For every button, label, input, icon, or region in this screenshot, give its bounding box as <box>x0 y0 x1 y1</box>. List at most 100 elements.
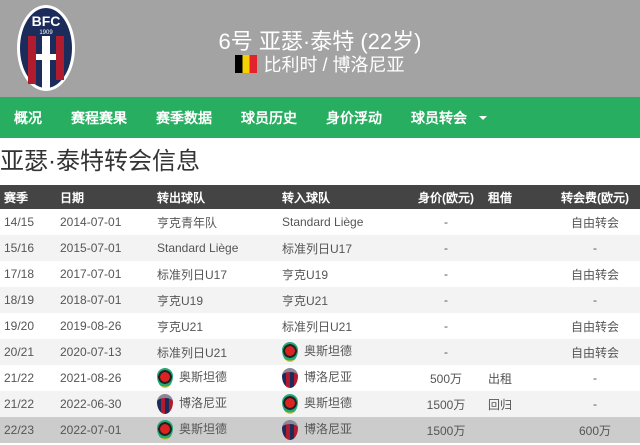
table-cell: 15/16 <box>0 235 56 261</box>
table-cell <box>484 417 546 443</box>
column-header: 身价(欧元) <box>404 185 484 209</box>
table-cell: Standard Liège <box>153 235 278 261</box>
table-cell: Standard Liège <box>278 209 404 235</box>
table-cell: 出租 <box>484 365 546 391</box>
table-cell: 自由转会 <box>546 339 640 365</box>
table-cell: - <box>404 261 484 287</box>
cell-text: 2022-06-30 <box>60 397 122 411</box>
bologna-badge-icon <box>282 368 298 388</box>
cell-text: 自由转会 <box>570 215 619 230</box>
cell-text[interactable]: 博洛尼亚 <box>179 396 228 411</box>
cell-text[interactable]: 亨克U19 <box>157 293 204 308</box>
table-cell: 2022-06-30 <box>56 391 153 417</box>
cell-text[interactable]: 博洛尼亚 <box>304 422 353 437</box>
cell-text: 2014-07-01 <box>60 215 122 229</box>
table-cell: - <box>404 235 484 261</box>
table-cell: 亨克U21 <box>278 287 404 313</box>
ostende-badge-icon <box>282 394 298 414</box>
table-cell: 500万 <box>404 365 484 391</box>
nav-fixtures[interactable]: 赛程赛果 <box>71 109 127 126</box>
cell-text[interactable]: 奥斯坦德 <box>179 370 228 385</box>
table-cell: - <box>404 313 484 339</box>
table-cell <box>484 209 546 235</box>
player-nationality-club: 比利时 / 博洛尼亚 <box>0 51 640 77</box>
player-name: 6号 亚瑟·泰特 (22岁) <box>218 29 422 54</box>
table-cell: 1500万 <box>404 417 484 443</box>
table-cell: - <box>546 235 640 261</box>
table-cell: 2022-07-01 <box>56 417 153 443</box>
table-cell <box>484 339 546 365</box>
table-cell: 21/22 <box>0 365 56 391</box>
cell-text: 20/21 <box>4 345 35 359</box>
table-cell: 奥斯坦德 <box>278 339 404 365</box>
table-row: 14/15 2014-07-01 亨克青年队 Standard Liège - 自由转会 <box>0 209 640 235</box>
belgium-flag-icon <box>235 55 258 73</box>
cell-text: - <box>444 319 448 333</box>
cell-text: 18/19 <box>4 293 35 307</box>
cell-text: - <box>593 371 597 385</box>
table-cell: - <box>404 339 484 365</box>
nav-season-stats[interactable]: 赛季数据 <box>156 109 212 126</box>
table-cell: 奥斯坦德 <box>278 391 404 417</box>
cell-text[interactable]: 标准列日U21 <box>157 345 228 360</box>
table-cell: 回归 <box>484 391 546 417</box>
table-cell: 2021-08-26 <box>56 365 153 391</box>
table-row: 20/21 2020-07-13 标准列日U21 奥斯坦德 - 自由转会 <box>0 339 640 365</box>
nav-transfers[interactable]: 球员转会 <box>411 108 487 128</box>
table-row: 19/20 2019-08-26 亨克U21 标准列日U21 - 自由转会 <box>0 313 640 339</box>
table-cell: 博洛尼亚 <box>278 417 404 443</box>
table-cell: 2020-07-13 <box>56 339 153 365</box>
cell-text: 19/20 <box>4 319 35 333</box>
cell-text: 600万 <box>578 423 612 438</box>
table-cell: 2017-07-01 <box>56 261 153 287</box>
cell-text: - <box>444 293 448 307</box>
nav-market-value[interactable]: 身价浮动 <box>326 109 382 126</box>
cell-text[interactable]: Standard Liège <box>157 241 239 255</box>
cell-text: 2018-07-01 <box>60 293 122 307</box>
cell-text: 22/23 <box>4 423 35 437</box>
cell-text[interactable]: 标准列日U17 <box>157 267 228 282</box>
cell-text[interactable]: 标准列日U17 <box>282 241 353 256</box>
table-cell: 2018-07-01 <box>56 287 153 313</box>
column-header: 转出球队 <box>153 185 278 209</box>
cell-text: 自由转会 <box>570 267 619 282</box>
cell-text: 21/22 <box>4 371 35 385</box>
nav-overview[interactable]: 概况 <box>14 109 42 126</box>
table-cell: 亨克U19 <box>278 261 404 287</box>
ostende-badge-icon <box>157 420 173 440</box>
cell-text: 自由转会 <box>570 345 619 360</box>
table-cell <box>484 235 546 261</box>
cell-text: - <box>444 267 448 281</box>
cell-text[interactable]: 奥斯坦德 <box>179 422 228 437</box>
bologna-badge-icon <box>282 420 298 440</box>
table-cell: 亨克青年队 <box>153 209 278 235</box>
cell-text[interactable]: 亨克U21 <box>282 293 329 308</box>
table-cell: 21/22 <box>0 391 56 417</box>
cell-text[interactable]: 亨克青年队 <box>157 215 218 230</box>
column-header: 租借 <box>484 185 546 209</box>
club-logo-bologna: BFC 1909 <box>17 5 75 91</box>
cell-text[interactable]: Standard Liège <box>282 215 364 229</box>
cell-text: 1500万 <box>426 423 466 438</box>
cell-text[interactable]: 博洛尼亚 <box>304 370 353 385</box>
table-cell <box>484 313 546 339</box>
table-row: 17/18 2017-07-01 标准列日U17 亨克U19 - 自由转会 <box>0 261 640 287</box>
ostende-badge-icon <box>282 342 298 362</box>
cell-text: - <box>444 345 448 359</box>
column-header: 赛季 <box>0 185 56 209</box>
cell-text: - <box>593 293 597 307</box>
column-header: 日期 <box>56 185 153 209</box>
table-cell: 亨克U19 <box>153 287 278 313</box>
nav-player-history[interactable]: 球员历史 <box>241 109 297 126</box>
cell-text[interactable]: 亨克U21 <box>157 319 204 334</box>
cell-text[interactable]: 亨克U19 <box>282 267 329 282</box>
table-cell: 20/21 <box>0 339 56 365</box>
cell-text[interactable]: 奥斯坦德 <box>304 396 353 411</box>
table-cell: 18/19 <box>0 287 56 313</box>
cell-text[interactable]: 标准列日U21 <box>282 319 353 334</box>
caret-down-icon <box>479 115 487 120</box>
cell-text[interactable]: 奥斯坦德 <box>304 344 353 359</box>
table-cell: - <box>546 287 640 313</box>
page-title: 亚瑟·泰特转会信息 <box>0 148 200 175</box>
table-cell: 亨克U21 <box>153 313 278 339</box>
